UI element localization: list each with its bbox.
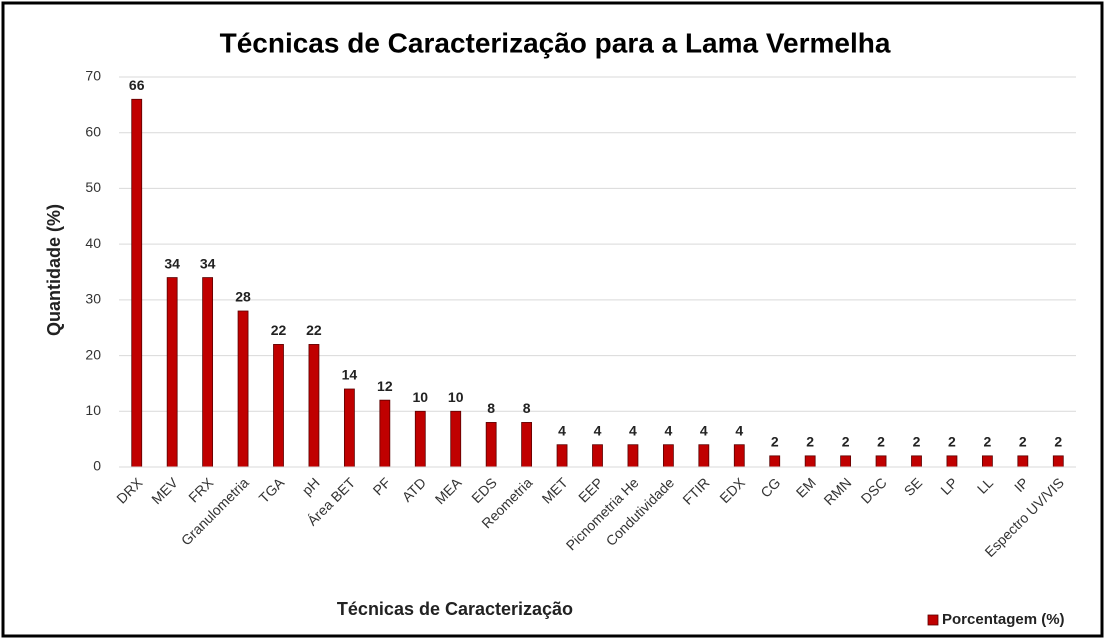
value-label: 10 [448,389,464,405]
value-label: 4 [735,422,743,438]
y-tick-label: 40 [85,235,101,251]
y-tick-label: 60 [85,123,101,139]
bar [662,444,674,468]
value-label: 12 [377,378,393,394]
bar [840,455,852,468]
bar [698,444,710,468]
y-axis-label: Quantidade (%) [44,204,64,336]
bar [166,277,178,468]
bar [343,388,355,468]
value-label: 14 [342,367,358,383]
x-axis-label: Técnicas de Caracterização [337,599,573,619]
bar [308,344,320,468]
bar [556,444,568,468]
value-label: 4 [700,422,708,438]
bar [875,455,887,468]
bar [521,422,533,468]
y-tick-label: 30 [85,291,101,307]
value-label: 4 [629,422,637,438]
legend-swatch [927,614,939,626]
value-label: 2 [948,434,956,450]
value-label: 2 [913,434,921,450]
value-label: 2 [771,434,779,450]
value-label: 4 [664,422,672,438]
bar [485,422,497,468]
value-label: 66 [129,77,145,93]
value-label: 10 [412,389,428,405]
bar [733,444,745,468]
bar [1052,455,1064,468]
value-label: 28 [235,289,251,305]
bar [379,399,391,468]
y-tick-label: 10 [85,402,101,418]
value-label: 2 [806,434,814,450]
chart-title: Técnicas de Caracterização para a Lama V… [220,27,891,58]
bar [946,455,958,468]
value-label: 2 [1054,434,1062,450]
value-label: 22 [306,322,322,338]
bar [911,455,922,468]
y-tick-label: 50 [85,179,101,195]
value-label: 4 [594,422,602,438]
value-label: 34 [200,255,216,271]
bar [1017,455,1029,468]
value-label: 8 [487,400,495,416]
value-label: 2 [1019,434,1027,450]
value-label: 22 [271,322,287,338]
value-label: 34 [164,255,180,271]
y-tick-label: 20 [85,346,101,362]
value-label: 2 [983,434,991,450]
value-label: 8 [523,400,531,416]
value-label: 4 [558,422,566,438]
legend-label: Porcentagem (%) [942,611,1065,628]
value-label: 2 [877,434,885,450]
bar [202,277,214,468]
y-tick-label: 70 [85,68,101,84]
bar [627,444,639,468]
bar [273,344,284,468]
bar [769,455,781,468]
bar [450,410,462,468]
bar [131,98,143,468]
bar [237,310,249,468]
value-label: 2 [842,434,850,450]
bar [981,455,993,468]
bar [804,455,816,468]
y-tick-label: 0 [93,458,101,474]
bar [414,410,426,468]
bar [592,444,603,468]
